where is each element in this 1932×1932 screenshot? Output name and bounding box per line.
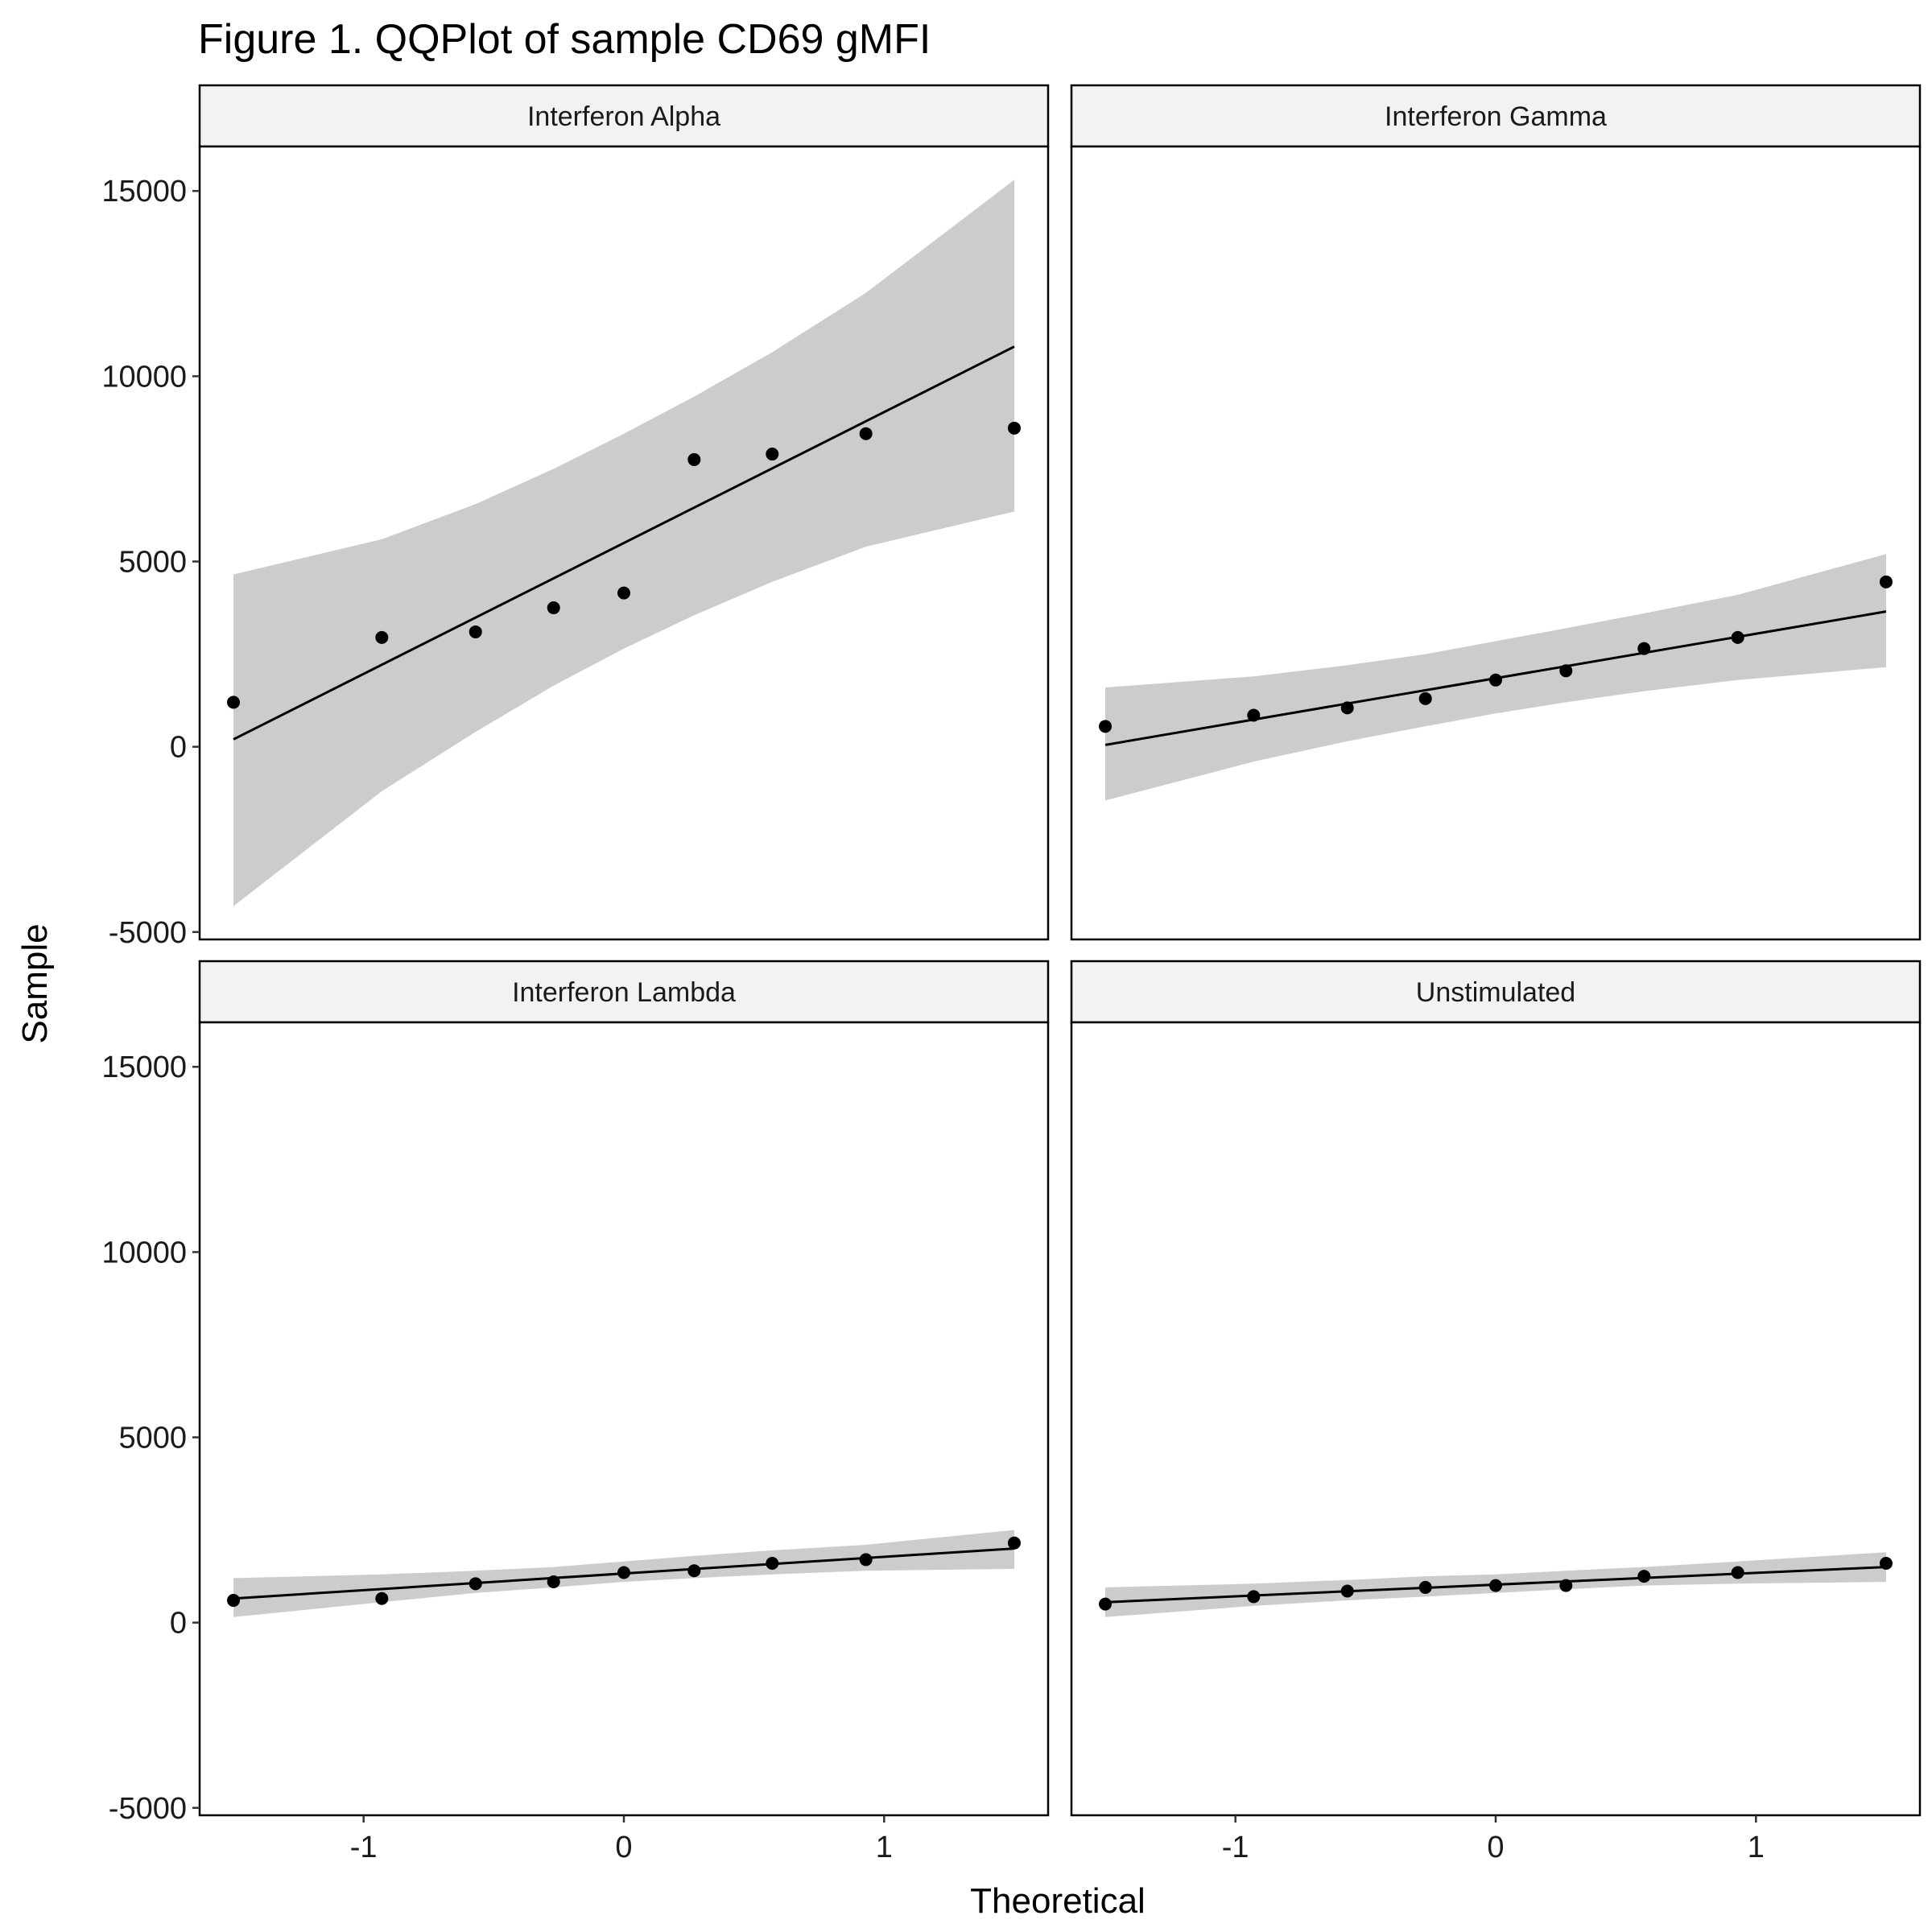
panel-interferon-alpha: Interferon Alpha -5000 0 5000 10000 15000 <box>101 84 1050 950</box>
data-point-unstimulated <box>1489 1579 1502 1592</box>
data-point-unstimulated <box>1418 1580 1432 1594</box>
strip-label-unstimulated: Unstimulated <box>1416 977 1575 1008</box>
y-tick-label-interferon-lambda: 15000 <box>101 1051 187 1084</box>
data-point-unstimulated <box>1340 1584 1354 1598</box>
data-point-unstimulated <box>1879 1557 1893 1571</box>
data-point-interferon-gamma <box>1489 673 1502 687</box>
panel-background-unstimulated <box>1071 1022 1920 1815</box>
facet-panels: Interferon Alpha-5000050001000015000Inte… <box>101 84 1922 1864</box>
data-point-interferon-gamma <box>1099 720 1113 733</box>
y-tick-label-interferon-lambda: 5000 <box>118 1422 187 1455</box>
strip-label-interferon-lambda: Interferon Lambda <box>512 977 736 1008</box>
panel-unstimulated: Unstimulated -1 0 1 <box>1070 960 1922 1864</box>
data-point-interferon-lambda <box>375 1591 389 1605</box>
data-point-interferon-alpha <box>617 586 630 600</box>
x-tick-label-interferon-lambda: 0 <box>615 1831 632 1864</box>
data-point-interferon-gamma <box>1418 691 1432 705</box>
strip-background-interferon-alpha <box>198 84 1050 148</box>
panel-background-interferon-lambda <box>200 1022 1048 1815</box>
data-point-interferon-alpha <box>687 452 701 466</box>
y-tick-label-interferon-alpha: -5000 <box>109 916 187 950</box>
data-point-unstimulated <box>1637 1570 1651 1583</box>
data-point-interferon-gamma <box>1637 642 1651 655</box>
x-tick-label-interferon-lambda: 1 <box>876 1831 893 1864</box>
data-point-interferon-gamma <box>1340 701 1354 715</box>
data-point-interferon-lambda <box>469 1577 482 1591</box>
data-point-interferon-alpha <box>1007 421 1021 435</box>
strip-label-interferon-gamma: Interferon Gamma <box>1385 101 1607 132</box>
data-point-interferon-alpha <box>859 427 873 440</box>
data-point-interferon-gamma <box>1879 575 1893 588</box>
data-point-interferon-alpha <box>375 630 389 644</box>
data-point-unstimulated <box>1099 1597 1113 1611</box>
data-point-interferon-lambda <box>227 1594 241 1608</box>
data-point-interferon-alpha <box>469 625 482 638</box>
chart-title: Figure 1. QQPlot of sample CD69 gMFI <box>198 16 931 63</box>
x-tick-label-unstimulated: -1 <box>1222 1831 1249 1864</box>
data-point-interferon-gamma <box>1559 664 1573 678</box>
strip-background-unstimulated <box>1070 960 1922 1024</box>
qq-line-interferon-alpha <box>233 345 1015 741</box>
data-point-interferon-alpha <box>547 601 560 615</box>
x-tick-label-unstimulated: 1 <box>1748 1831 1765 1864</box>
y-tick-label-interferon-alpha: 15000 <box>101 175 187 208</box>
data-point-interferon-gamma <box>1247 708 1261 722</box>
y-tick-label-interferon-lambda: 0 <box>170 1607 187 1641</box>
y-tick-label-interferon-alpha: 5000 <box>118 546 187 580</box>
data-point-interferon-lambda <box>547 1575 560 1589</box>
x-tick-label-interferon-lambda: -1 <box>350 1831 378 1864</box>
y-tick-label-interferon-alpha: 10000 <box>101 360 187 394</box>
strip-label-interferon-alpha: Interferon Alpha <box>527 101 720 132</box>
y-tick-label-interferon-lambda: -5000 <box>109 1792 187 1826</box>
y-axis-title: Sample <box>15 923 55 1043</box>
data-point-interferon-alpha <box>227 696 241 709</box>
data-point-interferon-lambda <box>617 1566 630 1579</box>
data-point-unstimulated <box>1731 1566 1744 1579</box>
data-point-interferon-lambda <box>1007 1536 1021 1550</box>
y-tick-label-interferon-alpha: 0 <box>170 731 187 765</box>
y-tick-label-interferon-lambda: 10000 <box>101 1236 187 1269</box>
panel-background-interferon-gamma <box>1071 147 1920 939</box>
data-point-interferon-gamma <box>1731 630 1744 644</box>
panel-border-interferon-gamma <box>1070 145 1922 941</box>
data-point-unstimulated <box>1247 1590 1261 1604</box>
data-point-unstimulated <box>1559 1579 1573 1592</box>
data-point-interferon-lambda <box>766 1557 779 1571</box>
data-point-interferon-lambda <box>687 1564 701 1578</box>
panel-interferon-lambda: Interferon Lambda -5000 0 5000 10000 15000 -1 0… <box>101 960 1050 1864</box>
panel-interferon-gamma: Interferon Gamma <box>1070 84 1922 941</box>
x-tick-label-unstimulated: 0 <box>1487 1831 1504 1864</box>
data-point-interferon-alpha <box>766 448 779 461</box>
data-point-interferon-lambda <box>859 1553 873 1567</box>
panel-border-interferon-alpha <box>198 145 1050 941</box>
x-axis-title: Theoretical <box>970 1881 1146 1921</box>
